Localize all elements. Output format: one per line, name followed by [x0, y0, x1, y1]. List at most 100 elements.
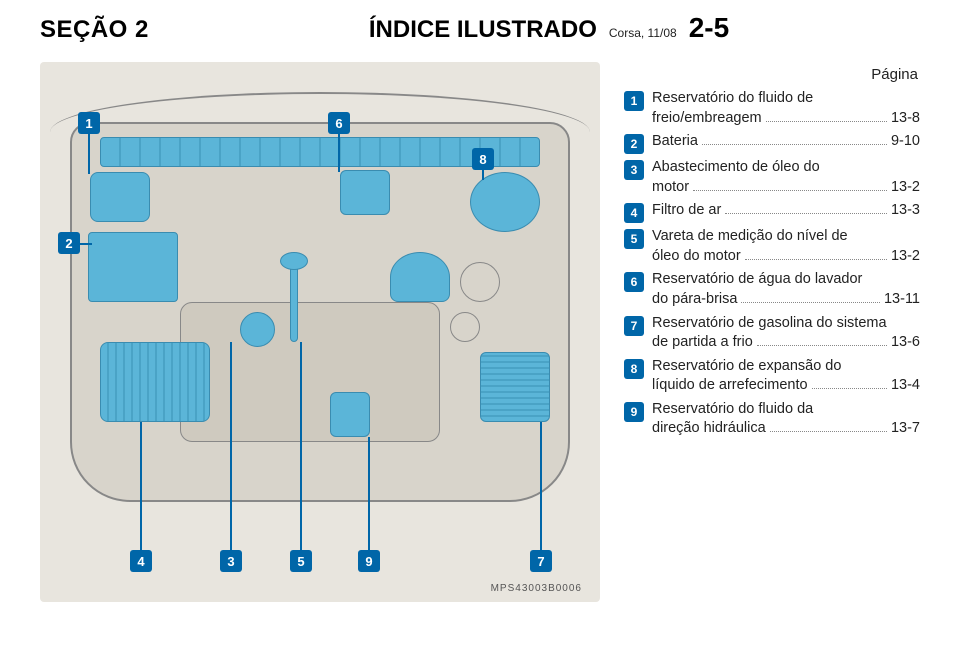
- throttle-component: [390, 252, 450, 302]
- legend-label: freio/embreagem: [652, 109, 762, 129]
- cold-start-reservoir-component: [480, 352, 550, 422]
- leader-dots: [812, 388, 887, 389]
- legend-number-badge: 1: [624, 91, 644, 111]
- legend-number-badge: 4: [624, 203, 644, 223]
- leader-dots: [741, 302, 880, 303]
- legend-last-line: de partida a frio 13-6: [652, 333, 920, 353]
- callout-line: [368, 437, 370, 550]
- legend-page-ref: 13-11: [884, 290, 920, 310]
- legend-page-ref: 13-4: [891, 376, 920, 396]
- callout-line: [230, 342, 232, 550]
- page-title: ÍNDICE ILUSTRADO: [369, 16, 597, 44]
- callout-9: 9: [358, 550, 380, 572]
- legend-page-ref: 13-2: [891, 247, 920, 267]
- legend-label-line: Vareta de medição do nível de: [652, 227, 920, 247]
- legend-item: 6 Reservatório de água do lavadordo pára-…: [624, 270, 920, 309]
- washer-reservoir-component: [340, 170, 390, 215]
- legend-label: motor: [652, 178, 689, 198]
- legend-item: 5 Vareta de medição do nível deóleo do mo…: [624, 227, 920, 266]
- callout-8: 8: [472, 148, 494, 170]
- legend-page-ref: 13-3: [891, 201, 920, 221]
- legend-panel: Página 1 Reservatório do fluido defreio/e…: [624, 62, 920, 602]
- image-code: MPS43003B0006: [491, 583, 582, 594]
- callout-7: 7: [530, 550, 552, 572]
- legend-page-ref: 13-8: [891, 109, 920, 129]
- legend-number-badge: 6: [624, 272, 644, 292]
- oil-cap-component: [240, 312, 275, 347]
- legend-label-line: Reservatório do fluido de: [652, 89, 920, 109]
- dipstick-component: [290, 262, 298, 342]
- legend-label: óleo do motor: [652, 247, 741, 267]
- legend-label: Filtro de ar: [652, 201, 721, 221]
- legend-last-line: líquido de arrefecimento 13-4: [652, 376, 920, 396]
- callout-3: 3: [220, 550, 242, 572]
- legend-page-ref: 13-7: [891, 419, 920, 439]
- legend-number-badge: 2: [624, 134, 644, 154]
- brake-reservoir-component: [90, 172, 150, 222]
- legend-label-line: Reservatório de expansão do: [652, 357, 920, 377]
- legend-last-line: óleo do motor 13-2: [652, 247, 920, 267]
- leader-dots: [745, 259, 887, 260]
- air-filter-component: [100, 342, 210, 422]
- callout-2: 2: [58, 232, 80, 254]
- callout-6: 6: [328, 112, 350, 134]
- callout-line: [80, 243, 92, 245]
- legend-last-line: direção hidráulica 13-7: [652, 419, 920, 439]
- legend-item: 4 Filtro de ar 13-3: [624, 201, 920, 223]
- legend-page-ref: 13-6: [891, 333, 920, 353]
- engine-block: [180, 302, 440, 442]
- leader-dots: [702, 144, 887, 145]
- leader-dots: [770, 431, 887, 432]
- legend-number-badge: 8: [624, 359, 644, 379]
- engine-diagram: 1 2 3 4 5 6 7 8 9 MPS43003B0006: [40, 62, 600, 602]
- legend-text: Filtro de ar 13-3: [652, 201, 920, 221]
- section-label: SEÇÃO 2: [40, 16, 149, 44]
- callout-line: [540, 422, 542, 550]
- page-column-header: Página: [624, 66, 920, 83]
- legend-last-line: do pára-brisa13-11: [652, 290, 920, 310]
- legend-item: 3 Abastecimento de óleo domotor 13-2: [624, 158, 920, 197]
- callout-4: 4: [130, 550, 152, 572]
- leader-dots: [757, 345, 887, 346]
- legend-text: Reservatório de gasolina do sistemade pa…: [652, 314, 920, 353]
- pulley: [450, 312, 480, 342]
- legend-number-badge: 5: [624, 229, 644, 249]
- legend-label-line: Abastecimento de óleo do: [652, 158, 920, 178]
- pulley: [460, 262, 500, 302]
- legend-text: Abastecimento de óleo domotor 13-2: [652, 158, 920, 197]
- callout-line: [140, 422, 142, 550]
- edition-label: Corsa, 11/08: [609, 26, 677, 40]
- legend-label-line: Reservatório de água do lavador: [652, 270, 920, 290]
- legend-number-badge: 3: [624, 160, 644, 180]
- legend-text: Reservatório do fluido defreio/embreagem…: [652, 89, 920, 128]
- legend-label: direção hidráulica: [652, 419, 766, 439]
- callout-1: 1: [78, 112, 100, 134]
- callout-line: [300, 342, 302, 550]
- hydraulic-reservoir-component: [330, 392, 370, 437]
- leader-dots: [766, 121, 887, 122]
- legend-text: Vareta de medição do nível deóleo do mot…: [652, 227, 920, 266]
- legend-text: Reservatório de expansão dolíquido de ar…: [652, 357, 920, 396]
- legend-number-badge: 9: [624, 402, 644, 422]
- callout-line: [338, 134, 340, 172]
- legend-label: de partida a frio: [652, 333, 753, 353]
- legend-item: 8 Reservatório de expansão dolíquido de a…: [624, 357, 920, 396]
- dipstick-handle-component: [280, 252, 308, 270]
- callout-line: [482, 170, 484, 180]
- legend-number-badge: 7: [624, 316, 644, 336]
- diagram-container: 1 2 3 4 5 6 7 8 9 MPS43003B0006: [40, 62, 600, 602]
- legend-text: Reservatório do fluido dadireção hidrául…: [652, 400, 920, 439]
- legend-page-ref: 13-2: [891, 178, 920, 198]
- leader-dots: [725, 213, 887, 214]
- callout-5: 5: [290, 550, 312, 572]
- coolant-reservoir-component: [470, 172, 540, 232]
- page-header: SEÇÃO 2 ÍNDICE ILUSTRADO Corsa, 11/08 2-…: [0, 0, 960, 62]
- legend-item: 1 Reservatório do fluido defreio/embreage…: [624, 89, 920, 128]
- legend-last-line: Filtro de ar 13-3: [652, 201, 920, 221]
- legend-label: Bateria: [652, 132, 698, 152]
- legend-text: Reservatório de água do lavadordo pára-b…: [652, 270, 920, 309]
- legend-label-line: Reservatório do fluido da: [652, 400, 920, 420]
- legend-label: líquido de arrefecimento: [652, 376, 808, 396]
- page-number: 2-5: [689, 12, 729, 44]
- legend-last-line: freio/embreagem 13-8: [652, 109, 920, 129]
